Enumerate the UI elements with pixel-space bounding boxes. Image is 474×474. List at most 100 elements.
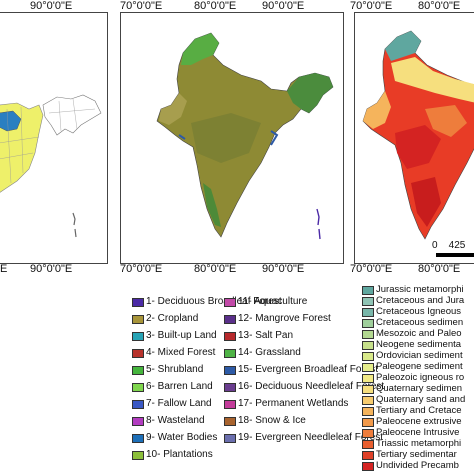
panel2-top-longitude-1: 80°0'0"E [194, 0, 237, 12]
legend-label: Paleocene Intrusive [376, 427, 460, 438]
legend-swatch [362, 417, 374, 427]
panel2-landcover-map [120, 12, 344, 264]
legend-label: Cretaceous sedimen [376, 317, 464, 328]
legend-swatch [224, 382, 236, 392]
geology-legend: Jurassic metamorphi Cretaceous and Jura … [356, 284, 474, 474]
landcover-legend-item: 11- Aquaculture [224, 296, 307, 308]
panel3-bottom-longitude-0: 70°0'0"E [350, 263, 393, 275]
panel2-thar-shrub [159, 93, 187, 125]
legend-swatch [224, 433, 236, 443]
geology-legend-item: Quaternary sand and [362, 394, 465, 406]
legend-swatch [362, 296, 374, 306]
landcover-legend-item: 9- Water Bodies [132, 432, 217, 444]
landcover-legend-item: 15- Evergreen Broadleaf Forest [224, 364, 378, 376]
legend-swatch [224, 399, 236, 409]
legend-swatch [362, 329, 374, 339]
landcover-legend-item: 12- Mangrove Forest [224, 313, 331, 325]
legend-swatch [132, 348, 144, 358]
panel1-northeast-outline [42, 94, 102, 136]
legend-swatch [362, 384, 374, 394]
panel1-islands [72, 212, 77, 238]
legend-label: 4- Mixed Forest [146, 347, 216, 358]
panel2-coastal-water [178, 130, 279, 146]
legend-swatch [224, 297, 236, 307]
landcover-legend: 1- Deciduous Broadleaf Forest 2- Croplan… [132, 296, 384, 474]
legend-label: Paleocene extrusive [376, 416, 462, 427]
panel1-bottom-longitude-1: 90°0'0"E [30, 263, 73, 275]
legend-swatch [362, 406, 374, 416]
legend-swatch [132, 450, 144, 460]
legend-swatch [132, 416, 144, 426]
panel1-blue-region [0, 110, 22, 132]
geology-legend-item: Undivided Precamb [362, 460, 459, 472]
legend-swatch [362, 461, 374, 471]
landcover-legend-item: 7- Fallow Land [132, 398, 212, 410]
geology-legend-item: Jurassic metamorphi [362, 284, 464, 296]
geology-legend-item: Ordovician sediment [362, 350, 463, 362]
legend-label: Tertiary sedimentar [376, 449, 457, 460]
legend-swatch [362, 307, 374, 317]
landcover-legend-item: 3- Built-up Land [132, 330, 217, 342]
legend-swatch [224, 331, 236, 341]
panel2-map-svg [156, 32, 334, 240]
landcover-legend-item: 6- Barren Land [132, 381, 213, 393]
legend-swatch [362, 450, 374, 460]
panel3-bottom-longitude-1: 80°0'0"E [418, 263, 461, 275]
legend-label: 17- Permanent Wetlands [238, 398, 349, 409]
panel1-district-lines [0, 98, 96, 184]
geology-legend-item: Paleocene Intrusive [362, 427, 459, 439]
legend-label: 8- Wasteland [146, 415, 205, 426]
legend-label: 15- Evergreen Broadleaf Forest [238, 364, 379, 375]
landcover-legend-item: 5- Shrubland [132, 364, 203, 376]
legend-swatch [224, 365, 236, 375]
panel2-bottom-longitude-0: 70°0'0"E [120, 263, 163, 275]
geology-legend-item: Tertiary sedimentar [362, 449, 457, 461]
legend-swatch [224, 348, 236, 358]
panel3-central-orange [425, 105, 467, 137]
geology-legend-item: Mesozoic and Paleo [362, 328, 462, 340]
landcover-legend-item: 13- Salt Pan [224, 330, 293, 342]
geology-legend-item: Neogene sedimenta [362, 339, 461, 351]
panel3-himalaya-teal [385, 31, 421, 61]
panel3-south-red [411, 177, 441, 227]
legend-label: 7- Fallow Land [146, 398, 212, 409]
geology-legend-item: Paleogene sediment [362, 361, 463, 373]
legend-swatch [362, 439, 374, 449]
geology-legend-item: Tertiary and Cretace [362, 405, 462, 417]
landcover-legend-item: 14- Grassland [224, 347, 301, 359]
landcover-legend-item: 2- Cropland [132, 313, 198, 325]
legend-label: 2- Cropland [146, 313, 199, 324]
panel3-scale-bar-line [436, 253, 474, 257]
landcover-legend-item: 8- Wasteland [132, 415, 205, 427]
legend-label: Quaternary sedimen [376, 383, 463, 394]
panel1-map [0, 12, 108, 264]
legend-swatch [132, 314, 144, 324]
legend-label: 18- Snow & Ice [238, 415, 306, 426]
legend-label: 16- Deciduous Needleleaf Forest [238, 381, 385, 392]
legend-swatch [362, 395, 374, 405]
panel2-central-texture [191, 113, 261, 163]
panel2-top-longitude-2: 90°0'0"E [262, 0, 305, 12]
geology-legend-item: Paleocene extrusive [362, 416, 462, 428]
legend-label: 5- Shrubland [146, 364, 204, 375]
panel3-scale-bar: 0 425 [432, 240, 474, 257]
geology-legend-item: Quaternary sedimen [362, 383, 462, 395]
panel3-top-longitude-1: 80°0'0"E [418, 0, 461, 12]
legend-swatch [132, 297, 144, 307]
legend-swatch [362, 340, 374, 350]
legend-label: Undivided Precamb [376, 460, 459, 471]
legend-label: 9- Water Bodies [146, 432, 218, 443]
legend-label: Ordovician sediment [376, 350, 463, 361]
panel3-indo-gangetic-yellow [391, 57, 474, 103]
panel1-map-svg [0, 94, 102, 238]
legend-label: Cretaceous Igneous [376, 306, 462, 317]
landcover-legend-item: 10- Plantations [132, 449, 213, 461]
panel2-western-ghats-forest [203, 183, 221, 227]
legend-label: Cretaceous and Jura [376, 295, 465, 306]
geology-legend-item: Cretaceous sedimen [362, 317, 463, 329]
legend-label: 11- Aquaculture [238, 296, 308, 307]
legend-label: Paleogene sediment [376, 361, 463, 372]
panel3-scale-label: 0 425 [432, 240, 466, 251]
legend-label: Quaternary sand and [376, 394, 466, 405]
panel3-deccan-red [395, 125, 441, 169]
